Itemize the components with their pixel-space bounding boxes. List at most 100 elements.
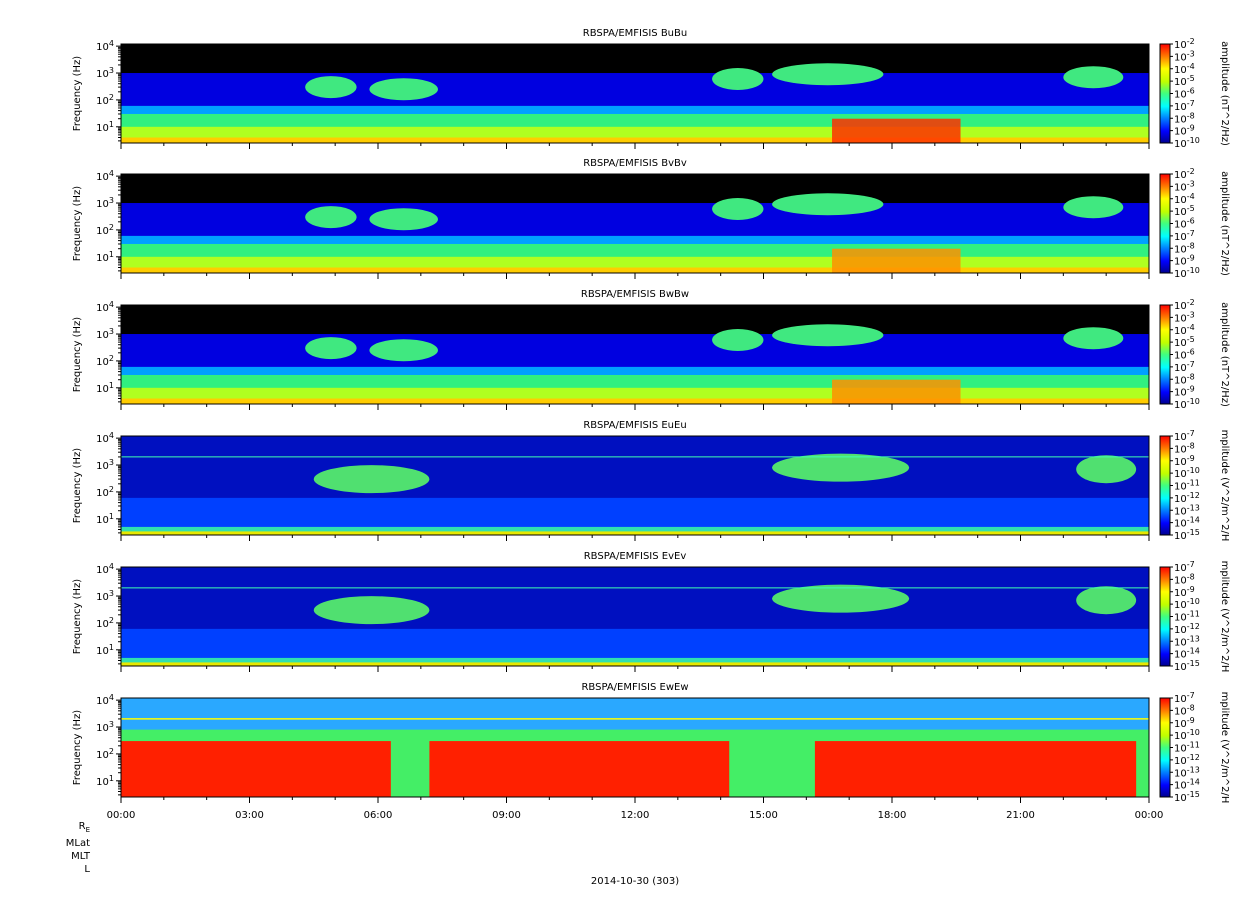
colorbar-label: mplitude (V^2/m^2/H bbox=[1219, 561, 1230, 673]
y-tick-label: 101 bbox=[96, 774, 114, 788]
spectrogram-band bbox=[121, 657, 1149, 666]
colorbar-tick-label: 10-15 bbox=[1174, 528, 1200, 542]
x-tick-label: 00:00 bbox=[107, 810, 136, 821]
colorbar-tick-label: 10-8 bbox=[1174, 111, 1195, 125]
colorbar-tick-label: 10-11 bbox=[1174, 610, 1200, 624]
emission-patch bbox=[305, 337, 357, 360]
colorbar-label: amplitude (nT^2/Hz) bbox=[1219, 302, 1230, 407]
emission-patch bbox=[369, 208, 438, 231]
colorbar-tick-label: 10-12 bbox=[1174, 491, 1200, 505]
y-tick-label: 103 bbox=[96, 66, 114, 80]
emission-patch bbox=[772, 453, 910, 482]
emission-patch bbox=[832, 379, 961, 404]
colorbar-tick-label: 10-12 bbox=[1174, 753, 1200, 767]
y-tick-label: 104 bbox=[96, 562, 114, 576]
y-tick-label: 104 bbox=[96, 693, 114, 707]
colorbar-tick-label: 10-15 bbox=[1174, 659, 1200, 673]
y-tick-label: 103 bbox=[96, 196, 114, 210]
y-tick-label: 103 bbox=[96, 327, 114, 341]
colorbar-tick-label: 10-13 bbox=[1174, 634, 1200, 648]
colorbar-tick-label: 10-7 bbox=[1174, 691, 1195, 705]
colorbar-tick-label: 10-11 bbox=[1174, 479, 1200, 493]
y-axis-label: Frequency (Hz) bbox=[72, 448, 83, 524]
colorbar-tick-label: 10-8 bbox=[1174, 703, 1195, 717]
y-tick-label: 102 bbox=[96, 354, 114, 368]
colorbar-tick-label: 10-8 bbox=[1174, 572, 1195, 586]
emission-patch bbox=[305, 76, 357, 99]
y-axis-label: Frequency (Hz) bbox=[72, 317, 83, 393]
panel-title: RBSPA/EMFISIS EwEw bbox=[581, 682, 688, 693]
colorbar-tick-label: 10-10 bbox=[1174, 266, 1200, 280]
spectrogram-band bbox=[121, 526, 1149, 535]
x-tick-label: 12:00 bbox=[621, 810, 650, 821]
y-tick-label: 102 bbox=[96, 616, 114, 630]
spectrogram-band bbox=[429, 741, 730, 797]
x-tick-label: 15:00 bbox=[749, 810, 778, 821]
colorbar-label: mplitude (V^2/m^2/H bbox=[1219, 430, 1230, 542]
colorbar-tick-label: 10-10 bbox=[1174, 466, 1200, 480]
colorbar-tick-label: 10-9 bbox=[1174, 254, 1195, 268]
colorbar-tick-label: 10-9 bbox=[1174, 454, 1195, 468]
y-tick-label: 102 bbox=[96, 485, 114, 499]
emission-patch bbox=[1076, 586, 1137, 615]
ephemeris-labels: RE MLat MLT L bbox=[50, 820, 90, 876]
colorbar-tick-label: 10-8 bbox=[1174, 441, 1195, 455]
spectrogram-panel: RBSPA/EMFISIS BwBw 101 102 103 104 Frequency … bbox=[72, 289, 1230, 411]
colorbar-label: amplitude (nT^2/Hz) bbox=[1219, 41, 1230, 146]
emission-patch bbox=[305, 206, 357, 229]
x-tick-label: 21:00 bbox=[1006, 810, 1035, 821]
colorbar-tick-label: 10-8 bbox=[1174, 372, 1195, 386]
colorbar-tick-label: 10-9 bbox=[1174, 124, 1195, 138]
colorbar-tick-label: 10-10 bbox=[1174, 728, 1200, 742]
colorbar-tick-label: 10-12 bbox=[1174, 622, 1200, 636]
colorbar-tick-label: 10-9 bbox=[1174, 385, 1195, 399]
y-tick-label: 104 bbox=[96, 300, 114, 314]
colorbar-tick-label: 10-10 bbox=[1174, 397, 1200, 411]
spectrogram-band bbox=[121, 398, 1149, 404]
y-axis-label: Frequency (Hz) bbox=[72, 56, 83, 132]
panel-title: RBSPA/EMFISIS EvEv bbox=[584, 551, 687, 562]
y-tick-label: 102 bbox=[96, 223, 114, 237]
colorbar-tick-label: 10-7 bbox=[1174, 229, 1195, 243]
colorbar-tick-label: 10-14 bbox=[1174, 778, 1200, 792]
colorbar-tick-label: 10-13 bbox=[1174, 503, 1200, 517]
y-tick-label: 103 bbox=[96, 589, 114, 603]
x-tick-label: 06:00 bbox=[364, 810, 393, 821]
ephemeris-label-l: L bbox=[84, 864, 90, 875]
colorbar-label: mplitude (V^2/m^2/H bbox=[1219, 692, 1230, 804]
y-tick-label: 101 bbox=[96, 512, 114, 526]
y-tick-label: 101 bbox=[96, 643, 114, 657]
spectrogram-panel: RBSPA/EMFISIS EuEu 101 102 103 104 Frequency … bbox=[72, 420, 1230, 542]
x-tick-label: 03:00 bbox=[235, 810, 264, 821]
colorbar-label: amplitude (nT^2/Hz) bbox=[1219, 171, 1230, 276]
colorbar-tick-label: 10-8 bbox=[1174, 241, 1195, 255]
panel-title: RBSPA/EMFISIS BwBw bbox=[581, 289, 689, 300]
spectrogram-band bbox=[121, 741, 391, 797]
y-tick-label: 102 bbox=[96, 747, 114, 761]
panel-title: RBSPA/EMFISIS BuBu bbox=[583, 28, 687, 39]
y-tick-label: 101 bbox=[96, 120, 114, 134]
emission-patch bbox=[313, 596, 430, 625]
colorbar-tick-label: 10-6 bbox=[1174, 87, 1195, 101]
y-tick-label: 101 bbox=[96, 250, 114, 264]
emission-patch bbox=[369, 78, 438, 101]
colorbar-tick-label: 10-3 bbox=[1174, 49, 1195, 63]
y-tick-label: 103 bbox=[96, 458, 114, 472]
colorbar-tick-label: 10-7 bbox=[1174, 99, 1195, 113]
colorbar-tick-label: 10-13 bbox=[1174, 765, 1200, 779]
colorbar-tick-label: 10-3 bbox=[1174, 310, 1195, 324]
x-tick-label: 18:00 bbox=[878, 810, 907, 821]
emission-patch bbox=[712, 328, 764, 351]
spectrogram-band bbox=[121, 137, 1149, 143]
y-tick-label: 103 bbox=[96, 720, 114, 734]
emission-patch bbox=[832, 248, 961, 273]
panel-title: RBSPA/EMFISIS BvBv bbox=[583, 158, 687, 169]
y-axis-label: Frequency (Hz) bbox=[72, 710, 83, 786]
colorbar-tick-label: 10-14 bbox=[1174, 516, 1200, 530]
emission-patch bbox=[712, 67, 764, 90]
spectrogram-panel: RBSPA/EMFISIS BuBu 101 102 103 104 Frequency … bbox=[72, 28, 1230, 150]
colorbar-tick-label: 10-9 bbox=[1174, 585, 1195, 599]
colorbar-tick-label: 10-3 bbox=[1174, 179, 1195, 193]
spectrogram-panel: RBSPA/EMFISIS EwEw 101 102 103 104 Frequency … bbox=[72, 682, 1230, 804]
